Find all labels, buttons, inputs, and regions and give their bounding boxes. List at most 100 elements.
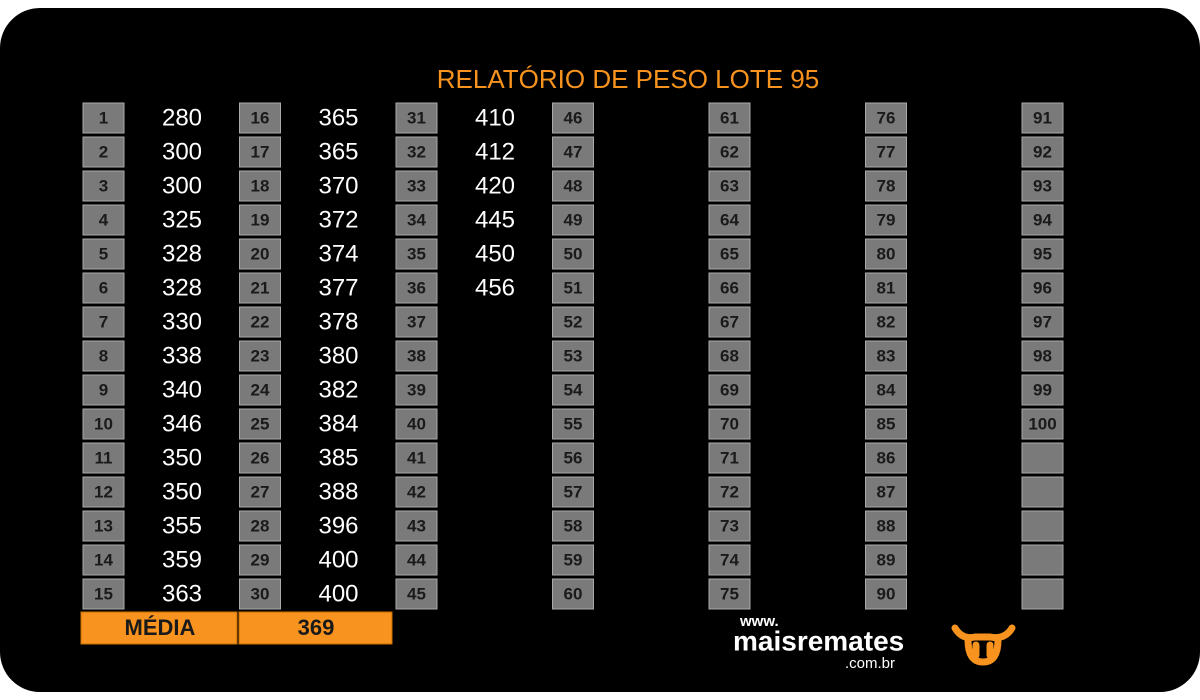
number-box [708, 102, 751, 134]
lot-weight: 400 [318, 580, 358, 607]
number-box [239, 442, 281, 474]
number-box [1021, 544, 1064, 576]
number-box [82, 340, 125, 372]
number-box [82, 408, 125, 440]
title: RELATÓRIO DE PESO LOTE 95 [437, 64, 819, 94]
lot-number: 1 [99, 108, 108, 127]
lot-number: 13 [94, 516, 113, 535]
number-box [82, 374, 125, 406]
lot-weight: 300 [162, 138, 202, 165]
lot-number: 80 [877, 244, 896, 263]
lot-number: 73 [720, 516, 739, 535]
lot-weight: 328 [162, 274, 202, 301]
number-box [865, 306, 907, 338]
average-label: MÉDIA [125, 615, 196, 640]
lot-number: 63 [720, 176, 739, 195]
number-box [239, 306, 281, 338]
lot-number: 84 [877, 380, 896, 399]
number-box [395, 238, 438, 270]
lot-weight: 359 [162, 546, 202, 573]
lot-number: 42 [407, 482, 426, 501]
lot-weight: 410 [475, 104, 515, 131]
lot-number: 2 [99, 142, 108, 161]
number-box [1021, 374, 1064, 406]
lot-number: 65 [720, 244, 739, 263]
lot-weight: 365 [318, 104, 358, 131]
lot-number: 40 [407, 414, 426, 433]
lot-number: 70 [720, 414, 739, 433]
lot-number: 6 [99, 278, 108, 297]
lot-number: 78 [877, 176, 896, 195]
lot-number: 43 [407, 516, 426, 535]
number-box [708, 238, 751, 270]
lot-number: 59 [564, 550, 583, 569]
number-box [865, 408, 907, 440]
lot-weight: 380 [318, 342, 358, 369]
number-box [239, 374, 281, 406]
number-box [708, 306, 751, 338]
lot-number: 37 [407, 312, 426, 331]
number-box [708, 442, 751, 474]
number-box [1021, 170, 1064, 202]
lot-number: 8 [99, 346, 108, 365]
lot-weight: 340 [162, 376, 202, 403]
number-box [82, 102, 125, 134]
number-box [552, 102, 594, 134]
number-box [395, 408, 438, 440]
lot-weight: 350 [162, 478, 202, 505]
number-box [239, 510, 281, 542]
lot-number: 41 [407, 448, 426, 467]
number-box [1021, 340, 1064, 372]
number-box [708, 374, 751, 406]
lot-number: 16 [251, 108, 270, 127]
number-box [552, 204, 594, 236]
lot-number: 85 [877, 414, 896, 433]
lot-number: 5 [99, 244, 108, 263]
lot-number: 60 [564, 584, 583, 603]
lot-number: 68 [720, 346, 739, 365]
lot-number: 35 [407, 244, 426, 263]
number-box [865, 238, 907, 270]
number-box [395, 510, 438, 542]
lot-number: 93 [1033, 176, 1052, 195]
lot-number: 24 [251, 380, 270, 399]
lot-weight: 420 [475, 172, 515, 199]
lot-number: 100 [1028, 414, 1056, 433]
lot-weight: 450 [475, 240, 515, 267]
number-box [239, 408, 281, 440]
number-box [865, 476, 907, 508]
number-box [395, 340, 438, 372]
lot-weight: 412 [475, 138, 515, 165]
lot-number: 86 [877, 448, 896, 467]
lot-number: 29 [251, 550, 270, 569]
lot-number: 69 [720, 380, 739, 399]
lot-number: 57 [564, 482, 583, 501]
lot-weight: 456 [475, 274, 515, 301]
number-box [1021, 204, 1064, 236]
number-box [708, 340, 751, 372]
lot-number: 97 [1033, 312, 1052, 331]
lot-number: 50 [564, 244, 583, 263]
lot-weight: 325 [162, 206, 202, 233]
lot-number: 34 [407, 210, 426, 229]
number-box [395, 204, 438, 236]
number-box [395, 136, 438, 168]
number-box [82, 578, 125, 610]
lot-number: 87 [877, 482, 896, 501]
lot-number: 45 [407, 584, 426, 603]
lot-number: 36 [407, 278, 426, 297]
lot-number: 66 [720, 278, 739, 297]
number-box [865, 340, 907, 372]
lot-weight: 372 [318, 206, 358, 233]
lot-number: 51 [564, 278, 583, 297]
lot-number: 27 [251, 482, 270, 501]
lot-number: 30 [251, 584, 270, 603]
lot-weight: 365 [318, 138, 358, 165]
lot-number: 18 [251, 176, 270, 195]
lot-number: 44 [407, 550, 426, 569]
number-box [82, 510, 125, 542]
lot-number: 39 [407, 380, 426, 399]
lot-weight: 382 [318, 376, 358, 403]
number-box [552, 170, 594, 202]
lot-number: 14 [94, 550, 113, 569]
